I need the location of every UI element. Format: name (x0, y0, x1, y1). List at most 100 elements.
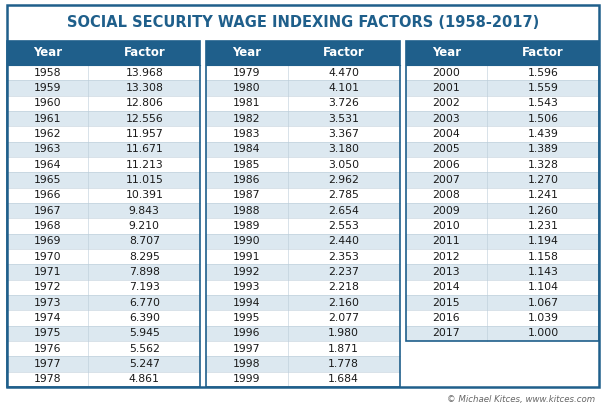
Text: 7.898: 7.898 (129, 267, 160, 277)
Bar (7, 264, 88, 280)
Bar (287, 372, 400, 387)
Bar (88, 96, 201, 111)
Text: 1.684: 1.684 (328, 374, 359, 384)
Bar (405, 188, 487, 203)
Text: 1959: 1959 (34, 83, 61, 93)
Text: 1962: 1962 (34, 129, 61, 139)
Text: 1966: 1966 (34, 190, 61, 200)
Text: 1968: 1968 (34, 221, 61, 231)
Bar (206, 41, 400, 387)
Text: 7.193: 7.193 (129, 282, 160, 292)
Bar (206, 326, 287, 341)
Bar (405, 203, 487, 218)
Text: 1960: 1960 (34, 98, 61, 108)
Bar (206, 172, 287, 188)
Bar (206, 356, 287, 372)
Text: 3.180: 3.180 (328, 144, 359, 154)
Text: 11.015: 11.015 (125, 175, 163, 185)
Bar (487, 249, 599, 264)
Bar (487, 188, 599, 203)
Bar (88, 280, 201, 295)
Text: 1965: 1965 (34, 175, 61, 185)
Text: 5.562: 5.562 (129, 344, 160, 354)
Text: 2007: 2007 (433, 175, 460, 185)
Text: 1971: 1971 (34, 267, 61, 277)
Text: 2.077: 2.077 (328, 313, 359, 323)
Text: 1.980: 1.980 (328, 328, 359, 338)
Bar (206, 310, 287, 326)
Bar (88, 249, 201, 264)
Text: 1964: 1964 (34, 160, 61, 170)
Bar (287, 356, 400, 372)
Text: 1.778: 1.778 (328, 359, 359, 369)
Bar (206, 341, 287, 356)
Bar (405, 157, 487, 172)
Bar (88, 310, 201, 326)
Text: 2003: 2003 (433, 114, 460, 124)
Text: 3.367: 3.367 (328, 129, 359, 139)
Bar (88, 203, 201, 218)
Text: 9.210: 9.210 (128, 221, 160, 231)
Bar (206, 81, 287, 96)
Bar (206, 65, 287, 81)
Bar (7, 111, 88, 126)
Bar (405, 234, 487, 249)
Bar (7, 41, 201, 65)
Bar (405, 81, 487, 96)
Bar (287, 157, 400, 172)
Text: 2.553: 2.553 (328, 221, 359, 231)
Bar (487, 326, 599, 341)
Text: 1.506: 1.506 (527, 114, 559, 124)
Text: 2004: 2004 (433, 129, 460, 139)
Bar (88, 188, 201, 203)
Text: 4.101: 4.101 (328, 83, 359, 93)
Text: 1991: 1991 (233, 251, 261, 262)
Bar (487, 310, 599, 326)
Text: 1972: 1972 (34, 282, 61, 292)
Text: SOCIAL SECURITY WAGE INDEXING FACTORS (1958-2017): SOCIAL SECURITY WAGE INDEXING FACTORS (1… (67, 15, 539, 30)
Text: 1.543: 1.543 (527, 98, 558, 108)
Bar (287, 264, 400, 280)
Text: 11.213: 11.213 (125, 160, 163, 170)
Bar (405, 41, 599, 65)
Text: 1.328: 1.328 (527, 160, 558, 170)
Text: 1969: 1969 (34, 236, 61, 247)
Text: 1961: 1961 (34, 114, 61, 124)
Bar (287, 172, 400, 188)
Bar (7, 372, 88, 387)
Bar (287, 96, 400, 111)
Text: 3.531: 3.531 (328, 114, 359, 124)
Bar (88, 218, 201, 234)
Text: 1970: 1970 (34, 251, 61, 262)
Text: 8.707: 8.707 (128, 236, 160, 247)
Bar (206, 41, 400, 65)
Bar (487, 218, 599, 234)
Bar (287, 142, 400, 157)
Bar (7, 218, 88, 234)
Text: 1963: 1963 (34, 144, 61, 154)
Text: 1984: 1984 (233, 144, 261, 154)
Text: 1958: 1958 (34, 68, 61, 78)
Text: 11.671: 11.671 (125, 144, 163, 154)
Text: 13.968: 13.968 (125, 68, 163, 78)
Text: 1.389: 1.389 (527, 144, 558, 154)
Bar (88, 326, 201, 341)
Text: 2.160: 2.160 (328, 298, 359, 308)
Text: 2016: 2016 (433, 313, 460, 323)
Text: 1974: 1974 (34, 313, 61, 323)
Text: 1989: 1989 (233, 221, 261, 231)
Text: 1995: 1995 (233, 313, 261, 323)
Text: Year: Year (232, 46, 262, 59)
Bar (405, 65, 487, 81)
Text: 2.440: 2.440 (328, 236, 359, 247)
Text: 3.726: 3.726 (328, 98, 359, 108)
Bar (88, 126, 201, 142)
Bar (206, 295, 287, 310)
Text: 2001: 2001 (433, 83, 460, 93)
Bar (287, 126, 400, 142)
Text: 4.470: 4.470 (328, 68, 359, 78)
Bar (287, 234, 400, 249)
Text: 2.962: 2.962 (328, 175, 359, 185)
Bar (405, 96, 487, 111)
Bar (287, 111, 400, 126)
